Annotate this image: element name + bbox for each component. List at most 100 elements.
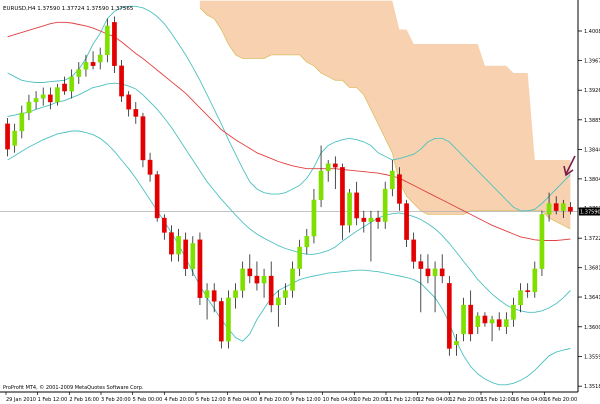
time-tick-label: 10 Feb 04:00	[323, 397, 356, 403]
candle-bear-body	[397, 174, 402, 204]
current-price-label: 1.37590	[580, 209, 600, 215]
time-axis: 29 Jan 2010 1 Feb 12:00 2 Feb 16:00 3 Feb 2…	[5, 392, 577, 403]
candle-bull-body	[347, 192, 352, 226]
candle-bear-body	[375, 217, 381, 222]
time-tick-label: 1 Feb 12:00	[38, 397, 68, 403]
time-tick-label: 29 Jan 2010	[6, 397, 36, 403]
candle-bear-body	[247, 268, 253, 277]
candle-bear-body	[468, 304, 474, 335]
candle-bull-body	[325, 163, 331, 172]
candle-bull-body	[83, 62, 89, 70]
candle-bull-body	[290, 268, 295, 291]
candle-bear-body	[254, 275, 260, 284]
candle-bear-body	[112, 22, 117, 66]
price-tick-label: 1.38040	[584, 177, 600, 183]
candle-bull-body	[454, 341, 459, 346]
candle-bear-body	[5, 123, 10, 150]
candle-bear-body	[47, 94, 53, 103]
candle-bull-body	[240, 268, 246, 291]
candle-bull-body	[190, 243, 196, 269]
bollinger-middle-line	[7, 82, 571, 313]
candle-bull-body	[304, 235, 310, 248]
candle-bull-body	[26, 101, 32, 114]
candle-bull-body	[104, 25, 110, 56]
candle-bull-body	[532, 268, 538, 293]
candle-bear-body	[268, 275, 274, 306]
time-tick-label: 8 Feb 04:00	[228, 397, 258, 403]
candle-bull-body	[518, 290, 523, 306]
candle-bear-body	[332, 163, 338, 168]
candle-bear-body	[119, 65, 124, 97]
price-tick-label: 1.38855	[584, 118, 600, 124]
price-axis: 1.40080 1.39675 1.39263 1.38855 1.38445 1.380…	[578, 29, 600, 390]
candle-bull-body	[55, 87, 60, 103]
candle-bear-body	[154, 174, 160, 219]
candle-bull-body	[503, 319, 509, 327]
time-tick-label: 12 Feb 20:00	[449, 397, 482, 403]
candle-bear-body	[340, 167, 345, 226]
bollinger-lower-line	[7, 130, 571, 386]
candle-bull-body	[368, 217, 374, 222]
time-tick-label: 16 Feb 04:00	[513, 397, 546, 403]
candle-bull-body	[297, 246, 303, 269]
candle-bull-body	[318, 170, 324, 201]
candle-bull-body	[40, 94, 46, 99]
plot-area	[0, 0, 578, 386]
candle-bear-body	[496, 319, 502, 327]
moving-average-line	[7, 21, 571, 241]
price-tick-label: 1.36815	[584, 266, 600, 272]
candle-bear-body	[140, 116, 146, 161]
time-tick-label: 12 Feb 04:00	[418, 397, 451, 403]
candle-bear-body	[211, 290, 217, 302]
candle-bear-body	[218, 301, 224, 342]
price-tick-label: 1.39263	[584, 88, 600, 94]
price-tick-label: 1.35590	[584, 354, 600, 360]
candle-bear-body	[411, 239, 417, 262]
time-tick-label: 4 Feb 20:00	[164, 397, 194, 403]
candle-bear-body	[126, 94, 132, 110]
candle-bear-body	[439, 268, 445, 277]
candle-bull-body	[12, 130, 18, 146]
candle-bull-body	[97, 54, 103, 63]
candle-bull-body	[539, 214, 545, 269]
candle-bull-body	[461, 304, 466, 335]
candle-bull-body	[19, 112, 25, 132]
time-tick-label: 5 Feb 00:00	[133, 397, 163, 403]
price-tick-label: 1.38445	[584, 148, 600, 154]
time-tick-label: 11 Feb 12:00	[386, 397, 419, 403]
candle-bull-body	[432, 268, 438, 277]
candle-bull-body	[76, 69, 82, 77]
candle-bull-body	[275, 297, 281, 306]
time-tick-label: 5 Feb 12:00	[196, 397, 226, 403]
time-tick-label: 3 Feb 20:00	[101, 397, 131, 403]
price-tick-label: 1.35180	[584, 384, 600, 390]
candle-bear-body	[568, 206, 573, 212]
current-price-box	[579, 207, 600, 216]
candle-bull-body	[382, 188, 388, 222]
candle-bear-body	[62, 83, 67, 92]
price-tick-label: 1.36000	[584, 325, 600, 331]
candle-bear-body	[361, 217, 367, 222]
price-tick-label: 1.36410	[584, 295, 600, 301]
time-tick-label: 15 Feb 12:00	[481, 397, 514, 403]
candle-bull-body	[511, 304, 516, 320]
candle-bear-body	[404, 203, 409, 240]
candle-bull-body	[389, 170, 395, 190]
candle-bear-body	[161, 217, 167, 233]
candle-bull-body	[204, 290, 210, 298]
candle-bull-body	[560, 203, 566, 211]
candle-bear-body	[482, 315, 488, 324]
candle-bull-body	[233, 290, 238, 298]
candle-bear-body	[525, 290, 531, 293]
candle-bear-body	[90, 62, 96, 66]
annotation-arrow	[563, 155, 576, 177]
candle-bull-body	[546, 203, 552, 215]
candle-bull-body	[311, 199, 317, 237]
candle-bull-body	[283, 290, 288, 298]
price-tick-label: 1.37222	[584, 236, 600, 242]
price-tick-label: 1.40080	[584, 29, 600, 35]
candle-bear-body	[147, 159, 153, 175]
cloud-lower-edge	[199, 7, 571, 230]
